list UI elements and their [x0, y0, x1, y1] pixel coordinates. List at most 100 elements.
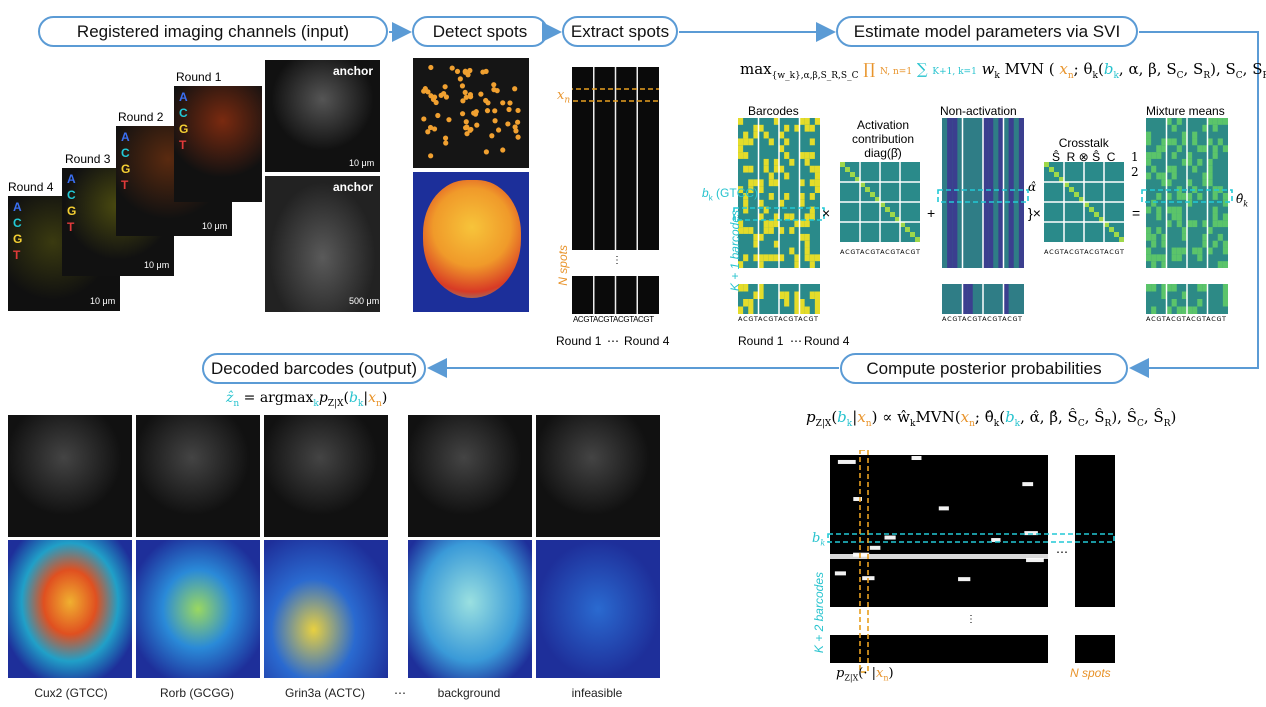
detected-spot: [513, 128, 519, 134]
tick-labels-1: ACGTACGTACGTACGT: [840, 248, 920, 256]
detected-spot: [480, 69, 486, 75]
bk-highlight-2: [1141, 189, 1233, 203]
detected-spot: [459, 83, 466, 89]
tick-labels-3: ACGTACGTACGTACGT: [1044, 248, 1124, 256]
output-spots-panel: [408, 415, 532, 537]
posterior-cell: [837, 459, 856, 464]
detected-spot: [454, 68, 461, 75]
detected-spot: [505, 121, 511, 127]
base-g-r2: G: [121, 162, 131, 176]
detected-spot: [449, 65, 455, 71]
output-spots-panel: [264, 415, 388, 537]
mixture-means-title: Mixture means: [1146, 104, 1225, 118]
detected-spot: [506, 106, 512, 113]
posterior-cell: [991, 538, 1001, 543]
base-c-r4: C: [13, 216, 22, 230]
base-c-r1: C: [179, 106, 188, 120]
bk-label-svi: bk (GTCC): [702, 186, 759, 203]
extract-tick-labels: ACGTACGTACGTACGT: [573, 315, 654, 324]
extract-round-1: Round 1: [556, 334, 602, 348]
output-formula: ẑn = argmaxkpZ|X(bk|xn): [226, 390, 388, 409]
detected-spot: [428, 93, 434, 99]
detected-spot: [435, 112, 441, 119]
alpha-hat-label: α̂: [1028, 180, 1037, 194]
caption-ellipsis: ⋯: [394, 686, 406, 700]
round-4-label: Round 4: [8, 180, 54, 194]
detected-spot: [428, 64, 434, 71]
n-spots-label-extract: N spots: [556, 245, 570, 286]
detected-spot: [463, 94, 469, 100]
tick-labels-0: ACGTACGTACGTACGT: [738, 315, 818, 323]
detected-spot: [515, 134, 521, 140]
detected-spot: [471, 110, 477, 116]
round-3-label: Round 3: [65, 152, 111, 166]
caption-rorb: Rorb (GCGG): [159, 686, 234, 700]
base-t-r4: T: [13, 248, 21, 262]
detected-spot: [442, 135, 449, 141]
extract-matrix-grid: [572, 67, 659, 250]
detected-spot: [463, 125, 469, 131]
svi-matrices: ACGTACGTACGTACGT ACGTACGTACGTACGT ACGTACGT…: [733, 118, 1233, 323]
posterior-formula: pZ|X(bk|xn) ∝ ŵkMVN(xn; θ̂k(bk, α̂, β̂, …: [806, 408, 1177, 429]
detected-spot: [478, 91, 484, 97]
base-g-r4: G: [13, 232, 23, 246]
posterior-cell: [1026, 558, 1044, 563]
theta-hat-label: θ̂k: [1236, 192, 1249, 209]
detected-spot: [465, 72, 471, 78]
heatmap-brain: [423, 180, 521, 298]
base-t-r3: T: [67, 220, 75, 234]
detect-spots-dots: [421, 64, 521, 159]
round-1-label: Round 1: [176, 70, 222, 84]
scale-bar-r2: 10 μm: [202, 221, 228, 231]
detected-spot: [460, 98, 466, 104]
detected-spot: [446, 117, 452, 123]
detected-spot: [515, 107, 521, 114]
detected-spot: [443, 140, 449, 146]
posterior-matrix: [830, 455, 1048, 607]
round-2-label: Round 2: [118, 110, 164, 124]
detected-spot: [500, 147, 506, 153]
detected-spot: [441, 90, 447, 97]
equals-sign: =: [1132, 205, 1141, 221]
means-matrix-bottom: [1146, 284, 1228, 314]
scale-bar-anchor: 10 μm: [349, 158, 375, 168]
detected-spot: [467, 67, 473, 74]
output-heatmap-panel: [264, 540, 388, 678]
posterior-cell: [1024, 531, 1038, 536]
detected-spot: [443, 94, 450, 100]
bk-label-posterior: bk: [812, 531, 826, 548]
detected-spot: [468, 126, 474, 133]
scale-bar-r4: 10 μm: [90, 296, 116, 306]
output-heatmap-panel: [8, 540, 132, 678]
detected-spot: [512, 124, 518, 130]
detected-spot: [491, 82, 497, 88]
svi-round-dots: ⋯: [790, 334, 802, 348]
base-t-r2: T: [121, 178, 129, 192]
bk-highlight-1: [937, 189, 1029, 203]
tick-labels-4: ACGTACGTACGTACGT: [1146, 315, 1226, 323]
posterior-cell: [869, 545, 881, 550]
anchor-image-zoom: anchor 10 μm: [265, 60, 380, 172]
detect-heatmap: [413, 172, 529, 312]
svi-round-1: Round 1: [738, 334, 784, 348]
base-a-r3: A: [67, 172, 76, 186]
base-c-r3: C: [67, 188, 76, 202]
stage-detect-spots: Detect spots: [412, 16, 548, 47]
posterior-matrix-bottom: [830, 635, 1048, 663]
detected-spot: [459, 111, 466, 117]
scale-bar-r3: 10 μm: [144, 260, 170, 270]
activation-matrix: [840, 162, 920, 242]
detected-spot: [462, 68, 468, 74]
anchor-label-bottom: anchor: [333, 180, 374, 194]
anchor-image-full: anchor 500 μm: [265, 176, 380, 312]
posterior-cell: [834, 571, 846, 576]
detected-spot: [428, 153, 434, 159]
anchor-label-top: anchor: [333, 64, 374, 78]
nonactivation-matrix: [942, 118, 1024, 268]
detected-spot: [492, 108, 498, 114]
background-row: [830, 554, 1050, 559]
detected-spot: [463, 119, 469, 125]
stage-output: Decoded barcodes (output): [202, 353, 426, 384]
nonactivation-title: Non-activation: [940, 104, 1017, 118]
